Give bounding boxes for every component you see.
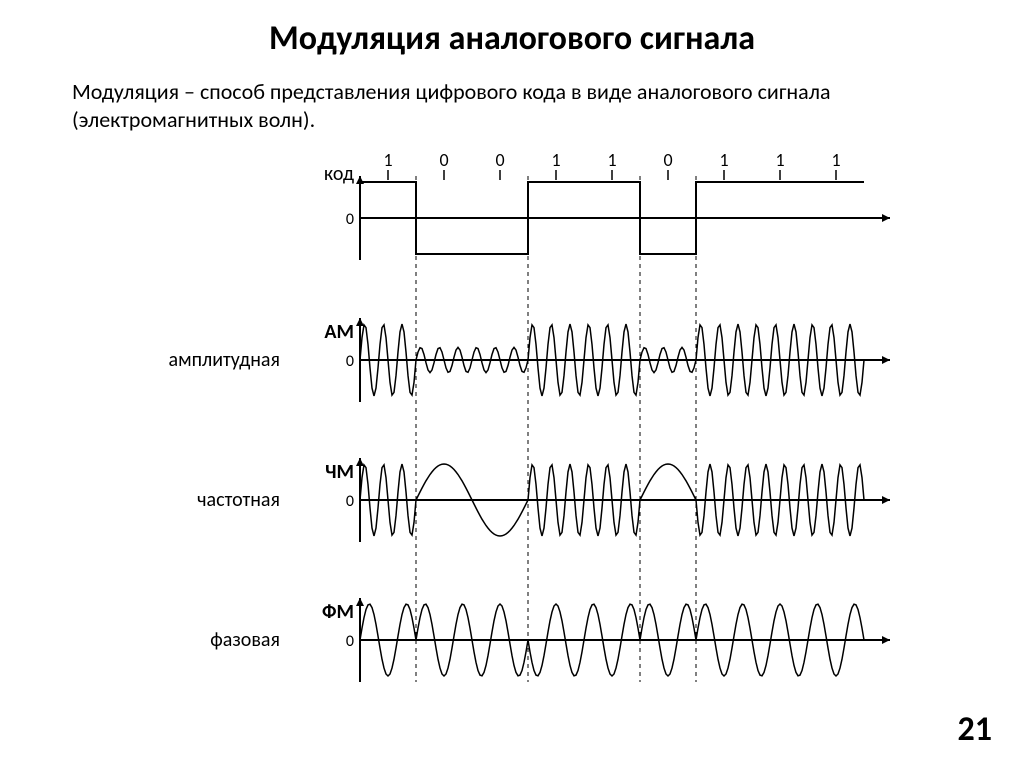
svg-text:1: 1 <box>383 150 392 171</box>
svg-text:1: 1 <box>719 150 728 171</box>
am-zero-label: 0 <box>334 352 354 371</box>
page-number: 21 <box>958 709 992 750</box>
chart-svg: 1 0 0 1 1 0 1 1 1 <box>130 150 910 710</box>
code-zero-label: 0 <box>334 210 354 229</box>
am-short-label: АМ <box>294 320 354 344</box>
page-title: Модуляция аналогового сигнала <box>0 18 1024 59</box>
pm-long-label: фазовая <box>120 628 280 652</box>
pm-zero-label: 0 <box>334 632 354 651</box>
modulation-chart: код 0 АМ амплитудная 0 ЧМ частотная 0 ФМ… <box>130 150 910 710</box>
svg-text:1: 1 <box>775 150 784 171</box>
svg-text:0: 0 <box>663 150 672 171</box>
fm-zero-label: 0 <box>334 492 354 511</box>
definition-text: Модуляция – способ представления цифрово… <box>72 78 952 133</box>
pm-short-label: ФМ <box>294 600 354 624</box>
svg-text:0: 0 <box>495 150 504 171</box>
svg-text:1: 1 <box>607 150 616 171</box>
svg-text:1: 1 <box>551 150 560 171</box>
code-short-label: код <box>294 162 354 186</box>
am-long-label: амплитудная <box>120 348 280 372</box>
fm-short-label: ЧМ <box>294 460 354 484</box>
fm-long-label: частотная <box>120 488 280 512</box>
svg-text:0: 0 <box>439 150 448 171</box>
svg-text:1: 1 <box>831 150 840 171</box>
